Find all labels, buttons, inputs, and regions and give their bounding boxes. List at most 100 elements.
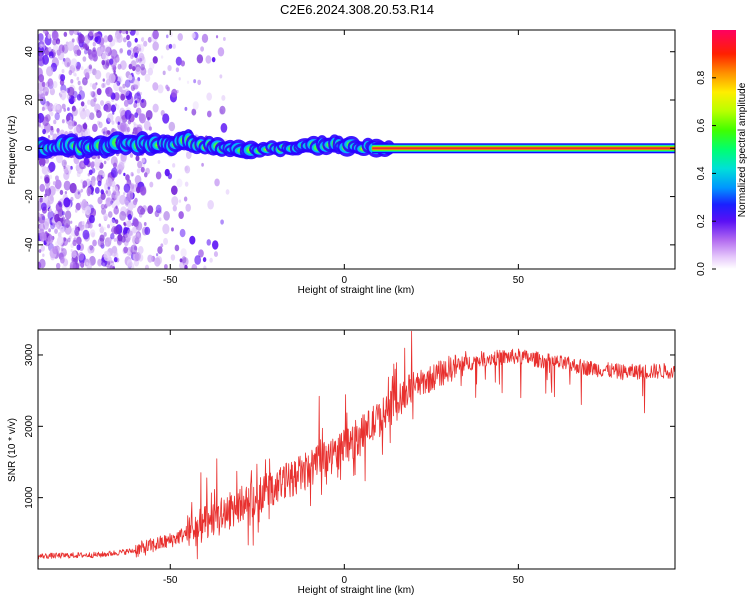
spectrogram-speckle	[64, 57, 72, 68]
spectrogram-speckle	[84, 109, 91, 117]
spectrogram-speckle	[134, 37, 138, 43]
spectrogram-speckle	[39, 183, 46, 192]
spectrogram-speckle	[57, 40, 60, 45]
spectrogram-speckle	[55, 153, 63, 164]
spectrogram-speckle	[110, 233, 115, 240]
colorbar-tick-label: 0.8	[696, 70, 707, 84]
spectrogram-speckle	[215, 35, 219, 39]
snr-x-tick-label: -50	[163, 575, 178, 586]
spectrogram-line-core	[372, 147, 675, 150]
spectrogram-speckle	[174, 244, 180, 252]
spectrogram-speckle	[108, 73, 116, 84]
spectrogram-y-tick-label: 40	[24, 46, 35, 58]
spectrogram-speckle	[90, 163, 95, 169]
spectrogram-speckle	[170, 254, 176, 261]
spectrogram-speckle	[101, 59, 106, 66]
spectrogram-speckle	[82, 77, 88, 86]
spectrogram-speckle	[48, 46, 52, 52]
spectrogram-speckle	[60, 247, 64, 252]
spectrogram-speckle	[71, 38, 75, 43]
spectrogram-x-tick-label: -50	[163, 275, 178, 286]
spectrogram-speckle	[51, 218, 55, 224]
spectrogram-speckle	[41, 81, 46, 88]
spectrogram-speckle	[57, 200, 62, 206]
spectrogram-speckle	[168, 43, 173, 49]
spectrogram-speckle	[67, 119, 73, 127]
spectrogram-speckle	[219, 105, 226, 115]
spectrogram-speckle	[152, 56, 158, 64]
spectrogram-speckle	[107, 261, 111, 266]
spectrogram-speckle	[96, 88, 102, 96]
spectrogram-speckle	[107, 34, 113, 43]
spectrogram-speckle	[59, 189, 64, 195]
spectrogram-speckle	[138, 47, 142, 52]
spectrogram-speckle	[197, 79, 202, 86]
spectrogram-speckle	[139, 57, 143, 62]
spectrogram-speckle	[135, 57, 140, 63]
spectrogram-speckle	[119, 30, 122, 34]
spectrogram-speckle	[41, 216, 45, 221]
spectrogram-speckle	[50, 222, 55, 230]
spectrogram-speckle	[182, 257, 189, 267]
spectrogram-speckle	[111, 202, 116, 209]
spectrogram-speckle	[143, 40, 148, 47]
spectrogram-speckle	[90, 91, 96, 98]
spectrogram-speckle	[180, 60, 185, 67]
spectrogram-speckle	[54, 179, 62, 190]
spectrogram-speckle	[220, 219, 224, 225]
spectrogram-speckle	[82, 229, 90, 240]
spectrogram-speckle	[103, 226, 106, 231]
spectrogram-speckle	[113, 69, 116, 74]
spectrogram-speckle	[67, 42, 74, 52]
spectrogram-speckle	[207, 200, 214, 210]
spectrogram-speckle	[68, 69, 73, 76]
spectrogram-speckle	[162, 113, 170, 124]
spectrogram-speckle	[181, 256, 187, 264]
spectrogram-speckle	[74, 189, 82, 200]
spectrogram-speckle	[97, 180, 102, 187]
spectrogram-speckle	[164, 168, 170, 177]
spectrogram-speckle	[110, 167, 118, 178]
spectrogram-speckle	[39, 231, 47, 242]
spectrogram-speckle	[141, 36, 145, 42]
spectrogram-speckle	[109, 218, 116, 227]
spectrogram-speckle	[48, 51, 54, 59]
spectrogram-speckle	[145, 109, 153, 120]
spectrogram-speckle	[42, 128, 46, 135]
spectrogram-speckle	[138, 113, 145, 122]
spectrogram-speckle	[171, 227, 174, 232]
spectrogram-speckle	[78, 106, 85, 117]
spectrogram-speckle	[92, 41, 97, 47]
spectrogram-speckle	[152, 30, 159, 40]
spectrogram-speckle	[163, 211, 170, 221]
spectrogram-speckle	[67, 86, 75, 97]
colorbar-tick-label: 0.0	[696, 262, 707, 276]
spectrogram-speckle	[103, 250, 111, 262]
spectrogram-speckle	[74, 230, 80, 237]
spectrogram-speckle	[144, 226, 151, 236]
spectrogram-speckle	[45, 237, 49, 243]
spectrogram-speckle	[51, 30, 59, 41]
spectrogram-speckle	[127, 202, 134, 211]
spectrogram-speckle	[71, 107, 78, 117]
spectrogram-speckle	[177, 33, 183, 41]
spectrogram-y-ticks: -40 -20 0 20 40	[24, 46, 675, 252]
spectrogram-speckle	[39, 51, 42, 56]
spectrogram-y-label: Frequency (Hz)	[7, 116, 18, 185]
spectrogram-speckle	[38, 55, 41, 61]
spectrogram-ridge-layer	[38, 129, 675, 160]
spectrogram-speckle	[105, 109, 108, 113]
spectrogram-speckle	[164, 263, 168, 269]
spectrogram-speckle	[89, 216, 93, 222]
spectrogram-speckle	[63, 161, 67, 165]
spectrogram-speckle	[140, 166, 145, 173]
spectrogram-speckle	[65, 41, 69, 46]
spectrogram-speckle	[163, 237, 168, 245]
spectrogram-speckle	[160, 243, 164, 248]
colorbar-tick-label: 0.2	[696, 214, 707, 228]
spectrogram-speckle	[156, 255, 163, 265]
colorbar-ticks: 0.0 0.2 0.4 0.6 0.8	[696, 70, 716, 276]
spectrogram-speckle	[70, 220, 73, 224]
spectrogram-y-tick-label: 0	[24, 145, 35, 151]
spectrogram-speckle	[88, 214, 95, 224]
